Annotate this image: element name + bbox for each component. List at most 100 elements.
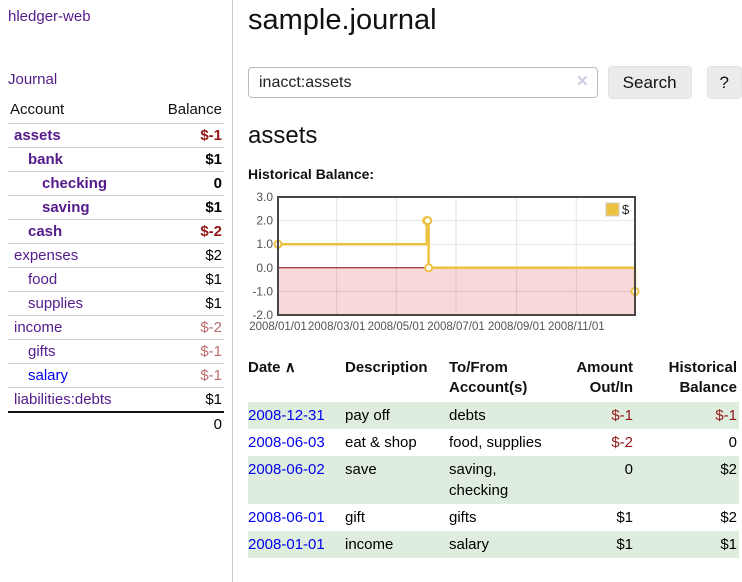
search-button[interactable]: Search bbox=[607, 66, 692, 99]
register-header-row: Date ∧ Description To/From Account(s) Am… bbox=[248, 356, 739, 402]
y-tick-label: 0.0 bbox=[256, 261, 273, 275]
account-link-assets[interactable]: assets bbox=[14, 127, 61, 144]
account-link-checking[interactable]: checking bbox=[42, 175, 108, 192]
account-row: cash $-2 bbox=[8, 219, 224, 244]
account-row: liabilities:debts $1 bbox=[8, 387, 224, 413]
transaction-amount: $1 bbox=[616, 536, 633, 553]
transaction-date-link[interactable]: 2008-06-02 bbox=[248, 461, 325, 478]
transaction-amount: $1 bbox=[616, 509, 633, 526]
transaction-balance: $2 bbox=[720, 509, 737, 526]
account-balance: $1 bbox=[205, 271, 222, 288]
balance-column-header: Balance bbox=[167, 101, 222, 118]
x-tick-label: 2008/01/01 bbox=[249, 321, 307, 333]
transaction-date-link[interactable]: 2008-12-31 bbox=[248, 407, 325, 424]
account-balance: $1 bbox=[205, 295, 222, 312]
x-tick-label: 2008/03/01 bbox=[308, 321, 366, 333]
transaction-accounts: debts bbox=[449, 407, 486, 424]
transaction-accounts: salary bbox=[449, 536, 490, 553]
transaction-accounts: gifts bbox=[449, 509, 477, 526]
transaction-balance: $-1 bbox=[715, 407, 737, 424]
transaction-balance: $2 bbox=[720, 461, 737, 478]
transaction-description: pay off bbox=[345, 407, 390, 424]
y-tick-label: -1.0 bbox=[252, 284, 273, 298]
data-point bbox=[423, 216, 433, 226]
chart-title: Historical Balance: bbox=[248, 166, 375, 182]
register-row: 2008-06-01 gift gifts $1 $2 bbox=[248, 504, 739, 531]
account-link-gifts[interactable]: gifts bbox=[28, 343, 56, 360]
transaction-accounts: saving, checking bbox=[449, 461, 509, 499]
legend-label: $ bbox=[622, 202, 630, 217]
transaction-accounts: food, supplies bbox=[449, 434, 542, 451]
transaction-description: eat & shop bbox=[345, 434, 417, 451]
account-row: bank $1 bbox=[8, 147, 224, 172]
search-form: ✕ Search ? bbox=[248, 66, 742, 99]
register-row: 2008-06-02 save saving, checking 0 $2 bbox=[248, 456, 739, 504]
register-table: Date ∧ Description To/From Account(s) Am… bbox=[248, 356, 739, 558]
account-row: checking 0 bbox=[8, 171, 224, 196]
account-row: assets $-1 bbox=[8, 123, 224, 148]
sidebar: hledger-web Journal Account Balance asse… bbox=[0, 0, 233, 582]
total-balance: 0 bbox=[213, 416, 222, 433]
account-balance: $-1 bbox=[200, 343, 222, 360]
y-tick-label: 3.0 bbox=[256, 192, 273, 204]
app-title[interactable]: hledger-web bbox=[8, 8, 91, 25]
transaction-amount: $-1 bbox=[611, 407, 633, 424]
account-balance: $-2 bbox=[200, 319, 222, 336]
account-row: supplies $1 bbox=[8, 291, 224, 316]
transaction-balance: $1 bbox=[720, 536, 737, 553]
amount-column-header: Amount Out/In bbox=[576, 359, 633, 396]
account-link-liabilities-debts[interactable]: liabilities:debts bbox=[14, 391, 112, 408]
account-table-header-row: Account Balance bbox=[8, 101, 224, 124]
transaction-date-link[interactable]: 2008-06-03 bbox=[248, 434, 325, 451]
transaction-description: save bbox=[345, 461, 377, 478]
account-link-food[interactable]: food bbox=[28, 271, 58, 288]
x-tick-label: 2008/09/01 bbox=[488, 321, 546, 333]
search-box: ✕ bbox=[248, 67, 598, 98]
account-heading: assets bbox=[248, 122, 318, 149]
account-link-income[interactable]: income bbox=[14, 319, 63, 336]
account-balance: $1 bbox=[205, 151, 222, 168]
description-column-header: Description bbox=[345, 359, 428, 376]
balance-column-header: Historical Balance bbox=[668, 359, 737, 396]
x-tick-label: 2008/05/01 bbox=[368, 321, 426, 333]
transaction-date-link[interactable]: 2008-06-01 bbox=[248, 509, 325, 526]
account-row: gifts $-1 bbox=[8, 339, 224, 364]
transaction-amount: $-2 bbox=[611, 434, 633, 451]
date-column-header[interactable]: Date ∧ bbox=[248, 356, 345, 402]
x-tick-label: 2008/07/01 bbox=[427, 321, 485, 333]
account-balance: $-1 bbox=[200, 127, 222, 144]
x-tick-label: 2008/11/01 bbox=[548, 321, 605, 333]
account-row: income $-2 bbox=[8, 315, 224, 340]
legend-swatch-icon bbox=[605, 202, 620, 217]
accounts-column-header: To/From Account(s) bbox=[449, 359, 528, 396]
account-row: salary $-1 bbox=[8, 363, 224, 388]
y-tick-label: 1.0 bbox=[256, 237, 273, 251]
transaction-description: income bbox=[345, 536, 394, 553]
register-row: 2008-12-31 pay off debts $-1 $-1 bbox=[248, 402, 739, 429]
account-link-bank[interactable]: bank bbox=[28, 151, 64, 168]
total-spacer bbox=[8, 412, 147, 436]
account-balance: $-1 bbox=[200, 367, 222, 384]
sidebar-item-journal[interactable]: Journal bbox=[8, 71, 58, 88]
account-link-saving[interactable]: saving bbox=[42, 199, 90, 216]
account-row: food $1 bbox=[8, 267, 224, 292]
account-balance: $2 bbox=[205, 247, 222, 264]
register-row: 2008-01-01 income salary $1 $1 bbox=[248, 531, 739, 558]
account-link-expenses[interactable]: expenses bbox=[14, 247, 79, 264]
account-balance: $1 bbox=[205, 391, 222, 408]
clear-search-icon[interactable]: ✕ bbox=[576, 73, 589, 90]
transaction-description: gift bbox=[345, 509, 366, 526]
account-link-supplies[interactable]: supplies bbox=[28, 295, 84, 312]
page-title: sample.journal bbox=[248, 4, 437, 36]
search-input[interactable] bbox=[248, 67, 598, 98]
account-link-cash[interactable]: cash bbox=[28, 223, 63, 240]
account-column-header: Account bbox=[10, 101, 65, 118]
transaction-date-link[interactable]: 2008-01-01 bbox=[248, 536, 325, 553]
register-row: 2008-06-03 eat & shop food, supplies $-2… bbox=[248, 429, 739, 456]
account-link-salary[interactable]: salary bbox=[28, 367, 69, 384]
transaction-amount: 0 bbox=[624, 461, 633, 478]
help-button[interactable]: ? bbox=[706, 66, 742, 99]
date-header-label: Date bbox=[248, 359, 281, 376]
sort-ascending-icon: ∧ bbox=[284, 359, 296, 376]
